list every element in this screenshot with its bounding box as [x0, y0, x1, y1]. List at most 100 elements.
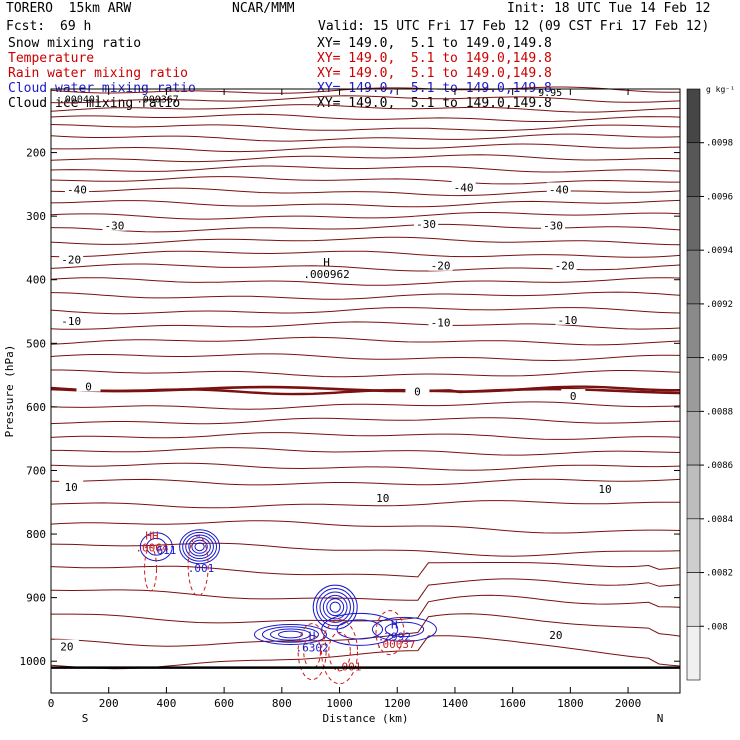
extremum-value: .6302 [296, 641, 329, 654]
x-tick-label: 1200 [384, 697, 411, 710]
extremum-value: .000962 [303, 268, 349, 281]
temperature-contour-label: -10 [61, 315, 81, 328]
isotherm-line [50, 353, 681, 362]
contour-label-bg [555, 312, 580, 325]
isotherm-line [50, 520, 681, 534]
isotherm-line [50, 562, 681, 578]
colorbar-tick-label: .0094 [706, 246, 733, 256]
isotherm-line [50, 321, 681, 330]
field-name-snow: Snow mixing ratio [8, 36, 142, 51]
isotherm-line [50, 432, 681, 440]
y-tick-label: 400 [26, 274, 46, 287]
isotherm-line [50, 250, 681, 258]
contour-label-bg [64, 182, 89, 195]
isotherm-line [50, 291, 681, 300]
extremum-value: .2992 [378, 631, 411, 644]
temperature-contour-label: 10 [376, 492, 389, 505]
isotherm-line [50, 143, 681, 153]
contour-label-bg [428, 315, 453, 328]
rain-water-contour [375, 610, 405, 656]
extremum-value: .0064 [135, 541, 168, 554]
y-tick-label: 1000 [20, 655, 47, 668]
cloud-water-contour [188, 537, 211, 557]
temperature-contour-label: -20 [555, 260, 575, 273]
x-tick-label: 200 [99, 697, 119, 710]
isotherm-line [50, 635, 681, 670]
field-name-rain: Rain water mixing ratio [8, 66, 189, 81]
colorbar-segment [686, 464, 701, 520]
contour-label-bg [102, 218, 127, 231]
colorbar-tick-label: .0086 [706, 461, 733, 471]
contour-label-bg [561, 389, 586, 402]
temperature-contour-label: 10 [598, 483, 611, 496]
isotherm-line [50, 86, 680, 94]
colorbar-tick-label: .009 [706, 354, 728, 364]
isotherm-line [50, 212, 681, 220]
temperature-contour-label: 0 [85, 381, 92, 394]
y-tick-label: 700 [26, 464, 46, 477]
isotherm-line [50, 223, 681, 233]
model-title: TORERO 15km ARW [6, 1, 132, 16]
rain-water-contour [328, 631, 351, 672]
isotherm-line [50, 165, 681, 173]
x-tick-label: 1000 [326, 697, 353, 710]
forecast-label: Fcst: [6, 19, 46, 34]
temperature-contour-label: -20 [431, 260, 451, 273]
cloud-water-contour [194, 542, 205, 552]
colorbar-segment [686, 88, 701, 144]
isotherm-line [50, 401, 681, 410]
colorbar-tick-label: .0082 [706, 569, 733, 579]
contour-label-bg [428, 258, 453, 271]
isotherm-line [50, 113, 681, 122]
colorbar-tick-label: .0084 [706, 515, 733, 525]
extremum-value: .001 [188, 562, 215, 575]
colorbar-segment [686, 411, 701, 466]
cloud-water-contour [321, 612, 399, 646]
contour-label-bg [76, 379, 101, 392]
cloud-water-contour [329, 601, 341, 613]
extremum-value: 611 [156, 544, 176, 557]
colorbar-tick-label: .0092 [706, 300, 733, 310]
contour-label-bg [543, 628, 568, 641]
isotherm-line [50, 578, 681, 601]
y-tick-label: 800 [26, 528, 46, 541]
extremum-value: .00037 [376, 638, 416, 651]
colorbar-segment [686, 357, 701, 412]
temperature-contour-label: -40 [454, 182, 474, 195]
colorbar-tick-label: .0088 [706, 407, 733, 417]
contour-label-bg [54, 639, 79, 652]
isotherm-line [50, 104, 681, 113]
field-xy-snow: XY= 149.0, 5.1 to 149.0,149.8 [317, 36, 552, 51]
isotherm-line [50, 277, 681, 286]
south-label: S [82, 712, 89, 725]
isotherm-line [50, 462, 681, 471]
y-tick-label: 200 [26, 147, 46, 160]
x-axis-title: Distance (km) [322, 712, 408, 725]
north-label: N [657, 712, 664, 725]
cloud-water-contour [322, 594, 348, 620]
isotherm-line [50, 133, 681, 142]
forecast-hours: 69 h [60, 19, 92, 34]
isotherm-line [50, 95, 681, 104]
temperature-contour-label: 0 [570, 390, 577, 403]
isotherm-line [51, 447, 681, 456]
rain-water-contour [187, 535, 209, 597]
colorbar-segment [686, 249, 701, 305]
cloud-water-contour [191, 539, 208, 554]
y-tick-label: 300 [26, 210, 46, 223]
isotherm-line [51, 369, 681, 378]
isotherm-line [50, 500, 681, 509]
contour-label-bg [541, 218, 566, 231]
cloud-water-contour [269, 628, 311, 641]
rain-water-contour [144, 546, 158, 592]
cloud-water-contour [179, 529, 221, 565]
x-tick-label: 600 [214, 697, 234, 710]
cloud-water-contour [326, 598, 345, 617]
plot-frame [50, 88, 681, 694]
x-tick-label: 400 [156, 697, 176, 710]
rain-water-contour [297, 623, 327, 681]
isotherm-line [50, 336, 681, 346]
zero-isotherm-line [50, 385, 681, 395]
cloud-water-contour [384, 621, 425, 638]
isotherm-line [50, 263, 681, 272]
